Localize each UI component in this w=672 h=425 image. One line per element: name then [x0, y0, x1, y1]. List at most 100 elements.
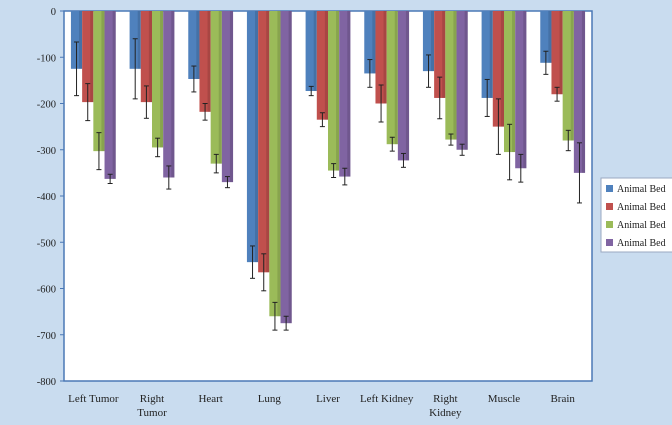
- bar: [316, 11, 328, 120]
- legend-label: Animal Bed: [617, 202, 666, 213]
- x-tick-label: Liver: [316, 393, 340, 405]
- bar: [140, 11, 152, 103]
- bar: [540, 11, 552, 63]
- y-tick-label: -800: [37, 377, 56, 388]
- bar: [456, 11, 468, 150]
- bar: [269, 11, 281, 317]
- y-tick-label: -500: [37, 238, 56, 249]
- bar: [481, 11, 493, 98]
- bar: [551, 11, 563, 95]
- bar: [562, 11, 574, 141]
- bar-shade: [160, 11, 164, 148]
- bar: [434, 11, 446, 98]
- x-tick-label: Right: [433, 393, 457, 405]
- x-tick-label: Left Kidney: [360, 393, 414, 405]
- bar-shade: [405, 11, 410, 161]
- y-tick-label: -700: [37, 331, 56, 342]
- legend-swatch: [606, 221, 613, 228]
- bar-shade: [464, 11, 468, 150]
- legend-swatch: [606, 185, 613, 192]
- bar-shade: [523, 11, 527, 169]
- bar: [375, 11, 387, 104]
- bar-shade: [394, 11, 398, 145]
- bar-shade: [324, 11, 328, 120]
- bar: [70, 11, 83, 69]
- bar: [188, 11, 200, 79]
- legend: Animal Bed Animal Bed Animal Bed Animal Bed: [600, 177, 672, 253]
- error-bars-layer: [74, 38, 582, 331]
- bar-shade: [218, 11, 222, 164]
- x-tick-label: Brain: [550, 393, 575, 405]
- bar-shade: [336, 11, 340, 171]
- bar-shade: [512, 11, 516, 153]
- bar-shade: [148, 11, 152, 103]
- bar-shade: [347, 11, 351, 177]
- bar: [339, 11, 351, 177]
- y-tick-label: -100: [37, 53, 56, 64]
- bar: [328, 11, 340, 171]
- bar: [163, 11, 175, 178]
- x-tick-label: Left Tumor: [68, 393, 119, 405]
- bar-shade: [313, 11, 317, 92]
- y-tick-label: 0: [51, 7, 56, 18]
- bar-shade: [207, 11, 211, 112]
- y-axis: 0 -100 -200 -300 -400 -500 -600 -700 -800: [37, 7, 64, 388]
- bar: [210, 11, 222, 164]
- bar-shade: [78, 11, 83, 69]
- bar-shade: [581, 11, 586, 173]
- bar-shade: [453, 11, 457, 140]
- legend-swatch: [606, 239, 613, 246]
- legend-label: Animal Bed: [617, 238, 666, 249]
- bar: [82, 11, 94, 103]
- bar: [364, 11, 376, 74]
- bar: [152, 11, 164, 148]
- x-tick-label: Kidney: [429, 407, 462, 419]
- x-tick-label: Muscle: [488, 393, 521, 405]
- bar: [492, 11, 504, 127]
- x-tick-label: Tumor: [137, 407, 167, 419]
- bar: [422, 11, 435, 72]
- bar: [386, 11, 398, 145]
- bar-shade: [171, 11, 175, 178]
- bar: [246, 11, 259, 263]
- bar-shade: [383, 11, 387, 104]
- x-tick-label: Lung: [258, 393, 282, 405]
- bar: [397, 11, 410, 161]
- y-tick-label: -400: [37, 192, 56, 203]
- x-axis: Left Tumor Right Tumor Heart Lung Liver Left K…: [68, 393, 575, 419]
- x-tick-label: Heart: [198, 393, 222, 405]
- bar: [573, 11, 586, 173]
- bar-shade: [430, 11, 435, 72]
- bar: [199, 11, 211, 112]
- bar-shade: [372, 11, 376, 74]
- legend-swatch: [606, 203, 613, 210]
- bar-shade: [112, 11, 116, 179]
- bar-shade: [254, 11, 259, 263]
- y-tick-label: -600: [37, 285, 56, 296]
- bar-shade: [229, 11, 234, 183]
- bar-shade: [266, 11, 270, 273]
- bar-shade: [548, 11, 552, 63]
- bar: [504, 11, 516, 153]
- bar-shade: [442, 11, 446, 98]
- bar-shade: [90, 11, 94, 103]
- bar: [258, 11, 270, 273]
- bar-shade: [196, 11, 200, 79]
- bar: [104, 11, 116, 179]
- bar: [305, 11, 317, 92]
- x-tick-label: Right: [140, 393, 164, 405]
- bar: [445, 11, 457, 140]
- bar-shade: [559, 11, 563, 95]
- bar-shade: [489, 11, 493, 98]
- bar-shade: [137, 11, 141, 69]
- bar-shade: [277, 11, 281, 317]
- bar-shade: [570, 11, 574, 141]
- bar-shade: [288, 11, 292, 324]
- bar: [280, 11, 292, 324]
- legend-label: Animal Bed: [617, 220, 666, 231]
- bar: [221, 11, 234, 183]
- bar-shade: [101, 11, 105, 152]
- y-tick-label: -300: [37, 146, 56, 157]
